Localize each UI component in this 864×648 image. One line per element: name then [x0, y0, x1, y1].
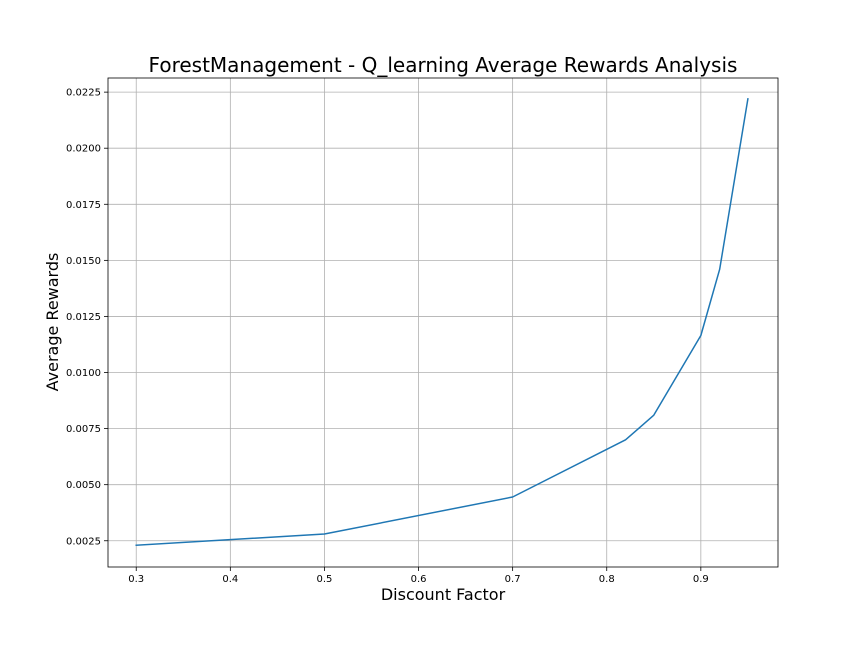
x-tick-label: 0.6 [411, 574, 427, 585]
y-tick-label: 0.0175 [66, 200, 101, 211]
y-tick-label: 0.0200 [66, 144, 101, 155]
y-tick-label: 0.0125 [66, 312, 101, 323]
grid [108, 78, 778, 567]
x-tick-label: 0.3 [128, 574, 144, 585]
x-axis-label: Discount Factor [381, 585, 506, 604]
series-layer [135, 97, 749, 547]
plot-frame [107, 77, 779, 568]
y-tick-label: 0.0075 [66, 424, 101, 435]
y-tick-label: 0.0150 [66, 256, 101, 267]
chart-title: ForestManagement - Q_learning Average Re… [149, 53, 738, 77]
y-tick-label: 0.0025 [66, 536, 101, 547]
x-tick-label: 0.9 [693, 574, 709, 585]
y-axis-label: Average Rewards [43, 253, 62, 392]
x-axis: 0.3 0.4 0.5 0.6 0.7 0.8 0.9 [128, 567, 709, 585]
y-tick-label: 0.0225 [66, 88, 101, 99]
y-tick-label: 0.0100 [66, 368, 101, 379]
x-tick-label: 0.4 [222, 574, 238, 585]
y-axis: 0.0025 0.0050 0.0075 0.0100 0.0125 0.0150 0.01… [66, 88, 108, 547]
x-tick-label: 0.5 [316, 574, 332, 585]
x-tick-label: 0.7 [505, 574, 521, 585]
y-tick-label: 0.0050 [66, 480, 101, 491]
series-line [135, 97, 749, 547]
x-tick-label: 0.8 [599, 574, 615, 585]
